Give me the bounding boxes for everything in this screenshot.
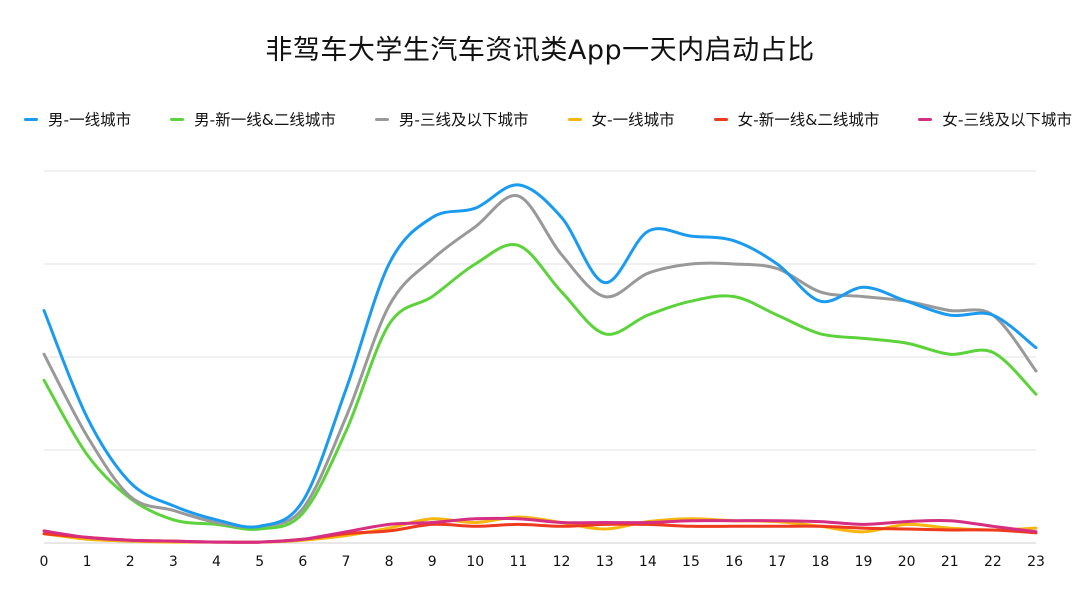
legend-label: 女-三线及以下城市 xyxy=(942,111,1072,129)
legend-item: 女-一线城市 xyxy=(567,108,675,130)
x-tick-label: 20 xyxy=(898,554,916,570)
x-tick-label: 22 xyxy=(984,554,1002,570)
legend-swatch xyxy=(918,117,933,121)
legend-label: 男-三线及以下城市 xyxy=(398,111,529,129)
legend-swatch xyxy=(713,117,728,121)
legend-item: 女-新一线&二线城市 xyxy=(713,108,880,130)
legend-swatch xyxy=(24,117,38,121)
chart-title: 非驾车大学生汽车资讯类App一天内启动占比 xyxy=(265,35,815,66)
legend-label: 男-新一线&二线城市 xyxy=(194,111,336,129)
x-tick-label: 19 xyxy=(855,554,873,570)
series-line xyxy=(42,183,1038,529)
x-tick-label: 0 xyxy=(40,554,49,570)
x-tick-label: 12 xyxy=(553,554,571,570)
x-tick-label: 21 xyxy=(941,554,959,570)
x-tick-label: 16 xyxy=(725,554,743,570)
x-tick-label: 3 xyxy=(169,554,178,570)
legend-swatch xyxy=(567,117,582,121)
x-tick-label: 17 xyxy=(768,554,786,570)
x-tick-label: 7 xyxy=(341,554,350,570)
legend-item: 女-三线及以下城市 xyxy=(918,108,1072,130)
series-line xyxy=(42,243,1038,531)
legend-item: 男-三线及以下城市 xyxy=(374,108,529,130)
x-tick-label: 18 xyxy=(811,554,829,570)
x-tick-label: 13 xyxy=(596,554,614,570)
x-tick-label: 1 xyxy=(83,554,92,570)
x-tick-label: 6 xyxy=(298,554,307,570)
x-tick-label: 23 xyxy=(1027,554,1045,570)
x-tick-label: 4 xyxy=(212,554,221,570)
x-tick-label: 10 xyxy=(466,554,484,570)
legend-label: 男-一线城市 xyxy=(48,111,132,129)
legend-item: 男-一线城市 xyxy=(24,108,131,130)
series-line xyxy=(42,194,1038,529)
x-tick-label: 15 xyxy=(682,554,700,570)
legend-label: 女-新一线&二线城市 xyxy=(737,111,880,129)
x-tick-label: 8 xyxy=(385,554,394,570)
legend-label: 女-一线城市 xyxy=(591,111,675,129)
legend-item: 男-新一线&二线城市 xyxy=(170,108,336,130)
x-tick-label: 5 xyxy=(255,554,264,570)
legend-swatch xyxy=(170,117,185,121)
chart-legend: 男-一线城市 男-新一线&二线城市 男-三线及以下城市 女-一线城市 女-新一线&二线城… xyxy=(24,108,1072,130)
series-line xyxy=(42,516,1038,544)
legend-swatch xyxy=(374,117,389,121)
x-tick-label: 11 xyxy=(510,554,528,570)
x-tick-label: 9 xyxy=(428,554,437,570)
x-tick-label: 14 xyxy=(639,554,657,570)
x-tick-label: 2 xyxy=(126,554,135,570)
